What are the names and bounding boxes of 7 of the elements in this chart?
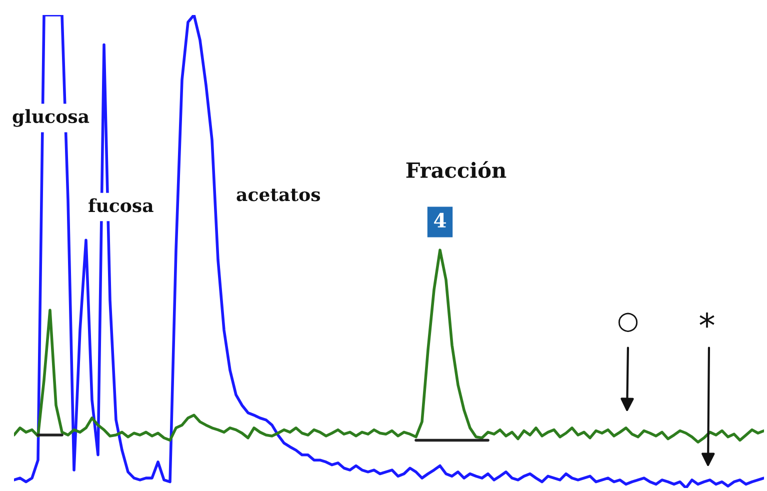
annotation: acetatos	[236, 188, 320, 202]
annotation: *	[700, 312, 714, 328]
annotation: Fracción	[406, 161, 506, 178]
annotation: ○	[618, 312, 638, 332]
annotation: glucosa	[12, 109, 90, 127]
annotation: fucosa	[88, 198, 154, 212]
annotation: 4	[434, 212, 446, 228]
